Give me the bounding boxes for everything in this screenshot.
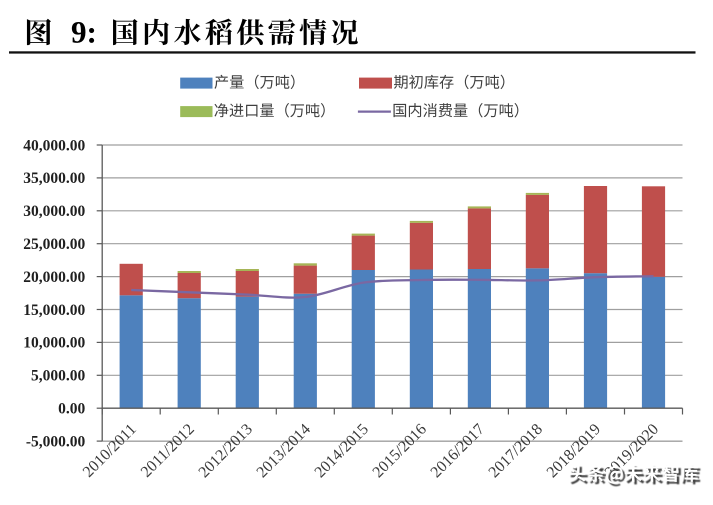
svg-text:35,000.00: 35,000.00 bbox=[23, 170, 85, 187]
svg-text:15,000.00: 15,000.00 bbox=[23, 302, 85, 319]
svg-text:40,000.00: 40,000.00 bbox=[23, 137, 85, 154]
svg-text:10,000.00: 10,000.00 bbox=[23, 335, 85, 352]
svg-text:-5,000.00: -5,000.00 bbox=[26, 433, 86, 450]
svg-text:25,000.00: 25,000.00 bbox=[23, 236, 85, 253]
svg-text:30,000.00: 30,000.00 bbox=[23, 203, 85, 220]
svg-text:5,000.00: 5,000.00 bbox=[31, 368, 86, 385]
svg-text:20,000.00: 20,000.00 bbox=[23, 269, 85, 286]
svg-text:0.00: 0.00 bbox=[58, 401, 85, 418]
